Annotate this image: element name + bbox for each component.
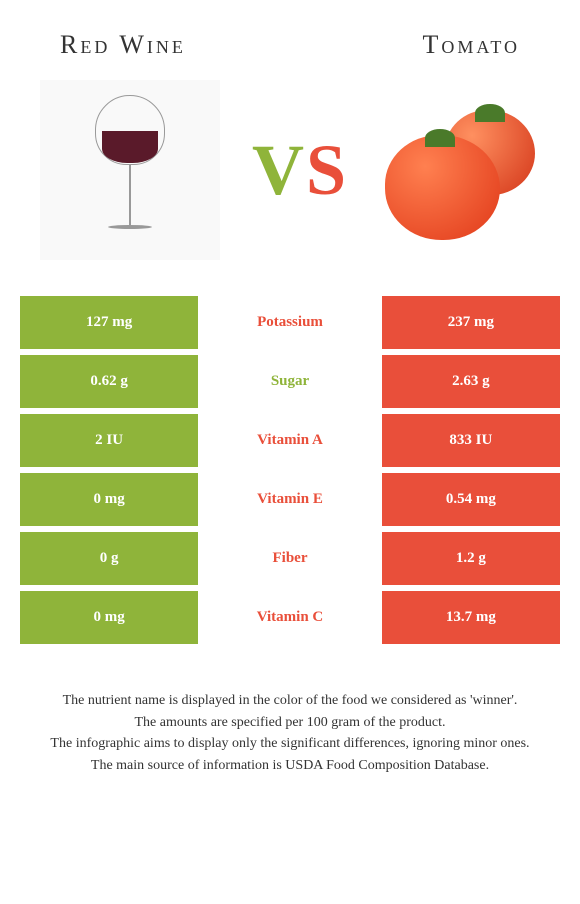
table-row: 0 mgVitamin C13.7 mg — [20, 591, 560, 644]
footer-line3: The infographic aims to display only the… — [30, 733, 550, 755]
footer-line2: The amounts are specified per 100 gram o… — [30, 712, 550, 734]
footer-line1: The nutrient name is displayed in the co… — [30, 690, 550, 712]
nutrient-name: Sugar — [198, 355, 382, 408]
right-value: 833 IU — [382, 414, 560, 467]
tomato-image — [380, 100, 540, 240]
header: Red Wine Tomato — [20, 20, 560, 80]
left-value: 2 IU — [20, 414, 198, 467]
right-value: 0.54 mg — [382, 473, 560, 526]
nutrient-name: Vitamin E — [198, 473, 382, 526]
footer-notes: The nutrient name is displayed in the co… — [20, 650, 560, 797]
right-value: 2.63 g — [382, 355, 560, 408]
nutrient-name: Vitamin A — [198, 414, 382, 467]
comparison-table: 127 mgPotassium237 mg 0.62 gSugar2.63 g 2 … — [20, 290, 560, 650]
vs-v: V — [252, 130, 306, 210]
left-title: Red Wine — [60, 30, 186, 60]
table-row: 0 gFiber1.2 g — [20, 532, 560, 585]
vs-s: S — [306, 130, 348, 210]
left-value: 0 g — [20, 532, 198, 585]
vs-label: VS — [252, 129, 348, 212]
table-row: 0 mgVitamin E0.54 mg — [20, 473, 560, 526]
images-row: VS — [20, 80, 560, 290]
table-row: 0.62 gSugar2.63 g — [20, 355, 560, 408]
nutrient-name: Fiber — [198, 532, 382, 585]
left-value: 127 mg — [20, 296, 198, 349]
nutrient-name: Potassium — [198, 296, 382, 349]
footer-line4: The main source of information is USDA F… — [30, 755, 550, 777]
tomato-icon — [380, 100, 540, 240]
left-value: 0 mg — [20, 591, 198, 644]
right-value: 1.2 g — [382, 532, 560, 585]
wine-image — [40, 80, 220, 260]
nutrient-name: Vitamin C — [198, 591, 382, 644]
right-value: 237 mg — [382, 296, 560, 349]
left-value: 0 mg — [20, 473, 198, 526]
wine-glass-icon — [95, 95, 165, 245]
table-row: 127 mgPotassium237 mg — [20, 296, 560, 349]
right-title: Tomato — [422, 30, 520, 60]
left-value: 0.62 g — [20, 355, 198, 408]
right-value: 13.7 mg — [382, 591, 560, 644]
table-row: 2 IUVitamin A833 IU — [20, 414, 560, 467]
